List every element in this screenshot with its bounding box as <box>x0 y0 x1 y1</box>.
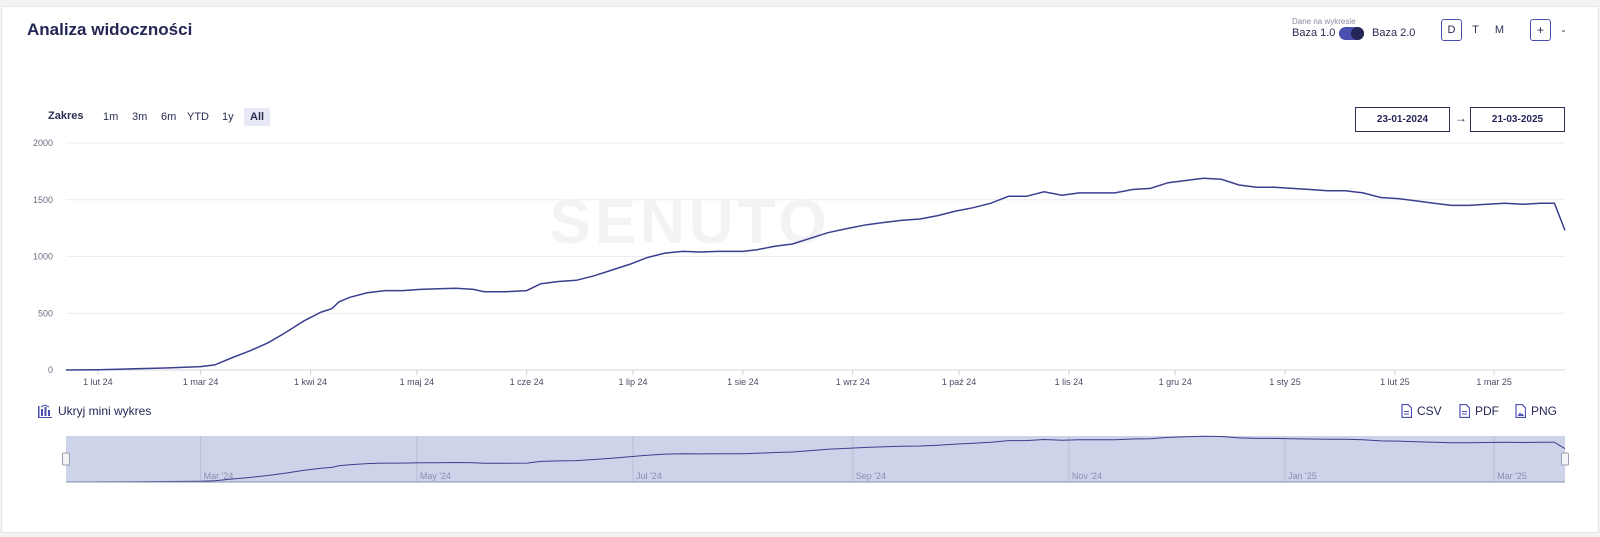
range-1m-button[interactable]: 1m <box>103 111 119 123</box>
navigator-label: Jan '25 <box>1288 471 1317 481</box>
navigator-selection[interactable] <box>66 436 1565 482</box>
range-all-button[interactable]: All <box>244 108 271 126</box>
granularity-week-button[interactable]: T <box>1472 24 1479 36</box>
image-file-icon <box>1515 404 1526 418</box>
navigator-label: May '24 <box>420 471 451 481</box>
toggle-knob <box>1351 27 1364 40</box>
export-pdf-label: PDF <box>1475 404 1499 418</box>
y-tick-label: 500 <box>38 308 53 318</box>
x-tick-label: 1 lut 25 <box>1380 377 1410 387</box>
x-tick-label: 1 kwi 24 <box>294 377 327 387</box>
range-label: Zakres <box>48 110 84 122</box>
range-ytd-button[interactable]: YTD <box>187 111 209 123</box>
page-title: Analiza widoczności <box>27 20 193 39</box>
export-csv-button[interactable]: CSV <box>1401 404 1442 418</box>
date-to-input[interactable]: 21-03-2025 <box>1470 107 1565 132</box>
hide-mini-chart-label: Ukryj mini wykres <box>58 404 152 418</box>
hide-mini-chart-button[interactable]: Ukryj mini wykres <box>38 404 151 418</box>
y-tick-label: 1500 <box>33 195 53 205</box>
date-from-input[interactable]: 23-01-2024 <box>1355 107 1450 132</box>
granularity-month-button[interactable]: M <box>1494 24 1505 36</box>
base1-label: Baza 1.0 <box>1292 27 1336 39</box>
base2-label: Baza 2.0 <box>1372 27 1416 39</box>
x-tick-label: 1 maj 24 <box>400 377 435 387</box>
zoom-out-button[interactable]: - <box>1561 23 1566 37</box>
export-png-button[interactable]: PNG <box>1515 404 1557 418</box>
export-pdf-button[interactable]: PDF <box>1459 404 1499 418</box>
navigator-right-handle[interactable] <box>1561 452 1569 466</box>
navigator-label: Nov '24 <box>1072 471 1102 481</box>
base-toggle[interactable] <box>1339 27 1364 40</box>
range-1y-button[interactable]: 1y <box>222 111 234 123</box>
x-tick-label: 1 lut 24 <box>83 377 113 387</box>
navigator-series-line <box>65 435 1566 483</box>
zoom-in-button[interactable]: + <box>1530 19 1551 41</box>
navigator[interactable]: Mar '24 May '24 Jul '24 Sep '24 Nov '24 Jan '… <box>62 435 1569 483</box>
x-tick-label: 1 sty 25 <box>1269 377 1301 387</box>
navigator-label: Mar '25 <box>1497 471 1527 481</box>
x-tick-label: 1 sie 24 <box>727 377 759 387</box>
y-tick-label: 0 <box>48 365 53 375</box>
bar-chart-icon <box>38 404 52 418</box>
y-tick-label: 2000 <box>33 138 53 148</box>
x-axis: 1 lut 24 1 mar 24 1 kwi 24 1 maj 24 1 cze 24… <box>83 370 1512 387</box>
file-icon <box>1401 404 1412 418</box>
range-6m-button[interactable]: 6m <box>161 111 177 123</box>
export-png-label: PNG <box>1531 404 1558 418</box>
x-tick-label: 1 lip 24 <box>618 377 647 387</box>
watermark: SENUTO <box>549 188 830 257</box>
x-tick-label: 1 mar 24 <box>183 377 219 387</box>
export-csv-label: CSV <box>1417 404 1442 418</box>
x-tick-label: 1 paź 24 <box>942 377 977 387</box>
y-axis: 0 500 1000 1500 2000 <box>33 138 53 375</box>
file-icon <box>1459 404 1470 418</box>
navigator-label: Jul '24 <box>636 471 662 481</box>
granularity-day-button[interactable]: D <box>1441 19 1462 41</box>
date-arrow: → <box>1455 111 1467 125</box>
series-line <box>65 177 1566 371</box>
x-tick-label: 1 cze 24 <box>510 377 544 387</box>
x-tick-label: 1 wrz 24 <box>836 377 870 387</box>
data-on-chart-label: Dane na wykresie <box>1292 17 1356 26</box>
navigator-label: Mar '24 <box>204 471 234 481</box>
y-tick-label: 1000 <box>33 252 53 262</box>
range-3m-button[interactable]: 3m <box>132 111 148 123</box>
grid-layer <box>66 142 1565 371</box>
x-tick-label: 1 gru 24 <box>1159 377 1192 387</box>
x-tick-label: 1 mar 25 <box>1476 377 1512 387</box>
x-tick-label: 1 lis 24 <box>1055 377 1084 387</box>
navigator-label: Sep '24 <box>856 471 886 481</box>
navigator-left-handle[interactable] <box>62 452 70 466</box>
